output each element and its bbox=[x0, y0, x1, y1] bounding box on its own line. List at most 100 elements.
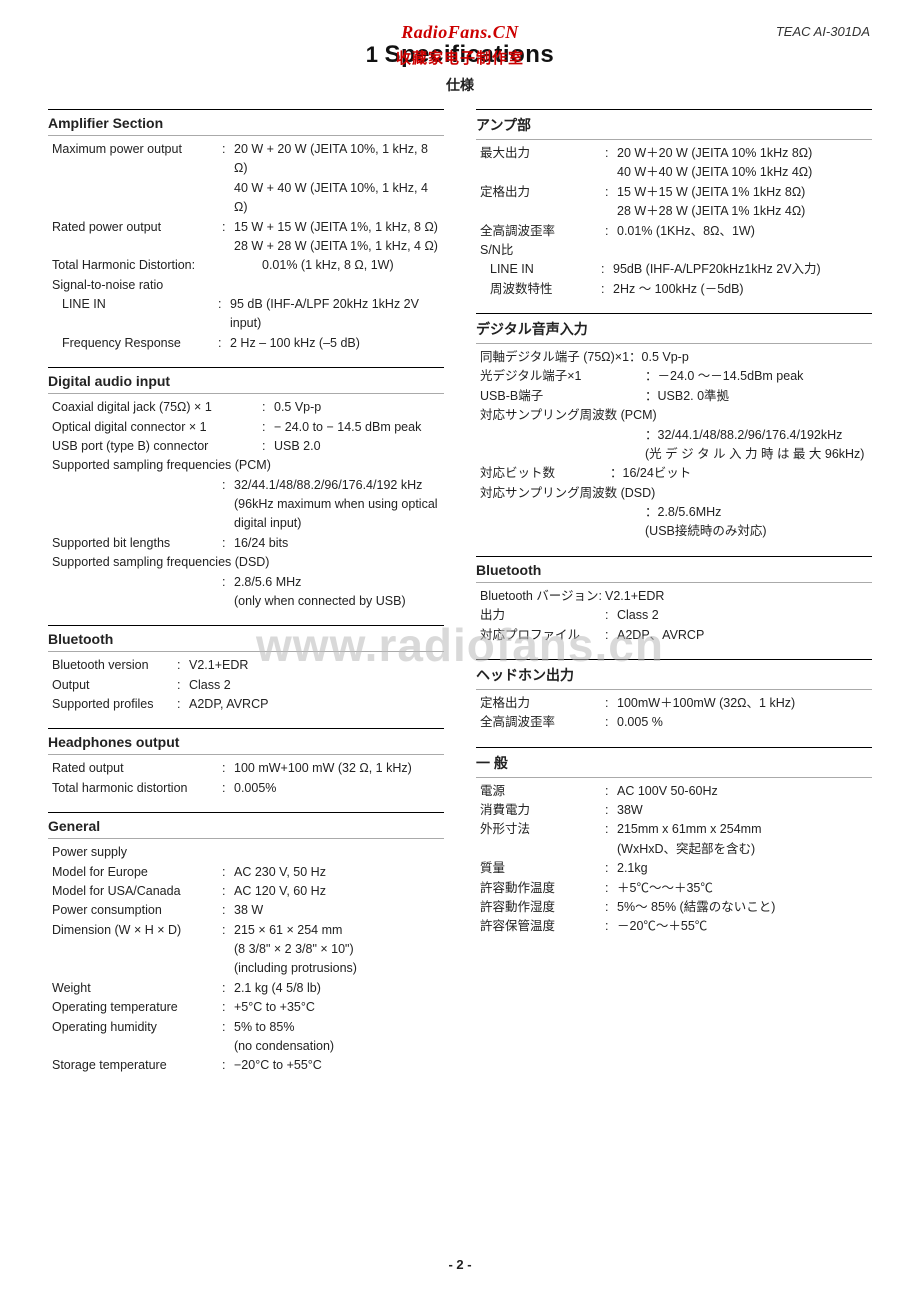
value: AC 230 V, 50 Hz bbox=[234, 863, 440, 882]
section-title: ヘッドホン出力 bbox=[476, 659, 872, 690]
section-general-jp: 一 般 電源:AC 100V 50-60Hz 消費電力:38W 外形寸法:215… bbox=[476, 747, 872, 937]
value: 15 W＋15 W (JEITA 1% 1kHz 8Ω) bbox=[617, 183, 868, 202]
title-overlay: 收藏家电子制作室 bbox=[396, 47, 524, 68]
page-footer: - 2 - bbox=[0, 1257, 920, 1272]
label: Total harmonic distortion bbox=[52, 779, 222, 798]
label: USB-B端子 bbox=[480, 387, 645, 406]
label: Supported bit lengths bbox=[52, 534, 222, 553]
label: S/N比 bbox=[480, 241, 513, 260]
section-title: Bluetooth bbox=[48, 625, 444, 652]
label: Optical digital connector × 1 bbox=[52, 418, 262, 437]
label: Rated output bbox=[52, 759, 222, 778]
left-column: Amplifier Section Maximum power output:2… bbox=[48, 109, 444, 1090]
section-bluetooth: Bluetooth Bluetooth version:V2.1+EDR Out… bbox=[48, 625, 444, 714]
value: 2.1 kg (4 5/8 lb) bbox=[234, 979, 440, 998]
section-title: Bluetooth bbox=[476, 556, 872, 583]
value: AC 100V 50-60Hz bbox=[617, 782, 868, 801]
label: Coaxial digital jack (75Ω) × 1 bbox=[52, 398, 262, 417]
label: LINE IN bbox=[490, 260, 601, 279]
value: 0.005 % bbox=[617, 713, 868, 732]
section-title: Headphones output bbox=[48, 728, 444, 755]
value: (96kHz maximum when using optical bbox=[48, 495, 444, 514]
title-row: 1Specifications 收藏家电子制作室 bbox=[0, 41, 920, 71]
value: 38W bbox=[617, 801, 868, 820]
label: Signal-to-noise ratio bbox=[52, 276, 222, 295]
section-title: General bbox=[48, 812, 444, 839]
value: ：2.8/5.6MHz bbox=[645, 503, 868, 522]
section-amplifier: Amplifier Section Maximum power output:2… bbox=[48, 109, 444, 353]
label: 電源 bbox=[480, 782, 605, 801]
label: Model for USA/Canada bbox=[52, 882, 222, 901]
label: Bluetooth version bbox=[52, 656, 177, 675]
label: 許容動作温度 bbox=[480, 879, 605, 898]
value: 0.5 Vp-p bbox=[274, 398, 440, 417]
section-title: 一 般 bbox=[476, 747, 872, 778]
value: (WxHxD、突起部を含む) bbox=[476, 840, 872, 859]
label: 対応サンプリング周波数 (PCM) bbox=[480, 406, 657, 425]
model-label: TEAC AI-301DA bbox=[776, 24, 870, 39]
label: Supported sampling frequencies (DSD) bbox=[52, 553, 269, 572]
label: Power supply bbox=[52, 843, 127, 862]
label: 許容保管温度 bbox=[480, 917, 605, 936]
label: Weight bbox=[52, 979, 222, 998]
label: Dimension (W × H × D) bbox=[52, 921, 222, 940]
label: LINE IN bbox=[62, 295, 218, 334]
label: Storage temperature bbox=[52, 1056, 222, 1075]
value: 20 W + 20 W (JEITA 10%, 1 kHz, 8 Ω) bbox=[234, 140, 440, 179]
label: 外形寸法 bbox=[480, 820, 605, 839]
subtitle: 仕様 bbox=[0, 75, 920, 95]
section-digital-jp: デジタル音声入力 同軸デジタル端子 (75Ω)×1：0.5 Vp-p 光デジタル… bbox=[476, 313, 872, 542]
section-bluetooth-jp: Bluetooth Bluetooth バージョン:V2.1+EDR 出力:Cl… bbox=[476, 556, 872, 645]
value: 40 W＋40 W (JEITA 10% 1kHz 4Ω) bbox=[476, 163, 872, 182]
section-title: アンプ部 bbox=[476, 109, 872, 140]
value: 100mW＋100mW (32Ω、1 kHz) bbox=[617, 694, 868, 713]
label: 対応ビット数 bbox=[480, 464, 610, 483]
value: V2.1+EDR bbox=[605, 587, 868, 606]
value: ：32/44.1/48/88.2/96/176.4/192kHz bbox=[645, 426, 868, 445]
value: (only when connected by USB) bbox=[48, 592, 444, 611]
label: Rated power output bbox=[52, 218, 222, 237]
value: A2DP、AVRCP bbox=[617, 626, 868, 645]
value: 15 W + 15 W (JEITA 1%, 1 kHz, 8 Ω) bbox=[234, 218, 440, 237]
value: ：USB2. 0準拠 bbox=[645, 387, 868, 406]
value: 38 W bbox=[234, 901, 440, 920]
label: Supported sampling frequencies (PCM) bbox=[52, 456, 271, 475]
value: 2.1kg bbox=[617, 859, 868, 878]
value: 5%～ 85% (結露のないこと) bbox=[617, 898, 868, 917]
label: 許容動作湿度 bbox=[480, 898, 605, 917]
section-digital: Digital audio input Coaxial digital jack… bbox=[48, 367, 444, 611]
section-headphones-jp: ヘッドホン出力 定格出力:100mW＋100mW (32Ω、1 kHz) 全高調… bbox=[476, 659, 872, 733]
value: (including protrusions) bbox=[48, 959, 444, 978]
right-column: アンプ部 最大出力:20 W＋20 W (JEITA 10% 1kHz 8Ω) … bbox=[476, 109, 872, 1090]
value: − 24.0 to − 14.5 dBm peak bbox=[274, 418, 440, 437]
label: Bluetooth バージョン: bbox=[480, 587, 605, 606]
value: －20℃～＋55℃ bbox=[617, 917, 868, 936]
value: digital input) bbox=[48, 514, 444, 533]
value: 0.01% (1KHz、8Ω、1W) bbox=[617, 222, 868, 241]
label: Maximum power output bbox=[52, 140, 222, 179]
label: Supported profiles bbox=[52, 695, 177, 714]
value: 215 × 61 × 254 mm bbox=[234, 921, 440, 940]
label: 全高調波歪率 bbox=[480, 713, 605, 732]
label: 質量 bbox=[480, 859, 605, 878]
value: 16/24 bits bbox=[234, 534, 440, 553]
value: (USB接続時のみ対応) bbox=[645, 522, 868, 541]
value: (8 3/8" × 2 3/8" × 10") bbox=[48, 940, 444, 959]
label: 定格出力 bbox=[480, 694, 605, 713]
label: Frequency Response bbox=[62, 334, 218, 353]
value: 95 dB (IHF-A/LPF 20kHz 1kHz 2V input) bbox=[230, 295, 440, 334]
label: Output bbox=[52, 676, 177, 695]
value: V2.1+EDR bbox=[189, 656, 440, 675]
value: USB 2.0 bbox=[274, 437, 440, 456]
value: 95dB (IHF-A/LPF20kHz1kHz 2V入力) bbox=[613, 260, 868, 279]
page-header: TEAC AI-301DA RadioFans.CN 1Specificatio… bbox=[0, 0, 920, 95]
section-title: デジタル音声入力 bbox=[476, 313, 872, 344]
label: 光デジタル端子×1 bbox=[480, 367, 645, 386]
value: 40 W + 40 W (JEITA 10%, 1 kHz, 4 Ω) bbox=[48, 179, 444, 218]
value: (光 デ ジ タ ル 入 力 時 は 最 大 96kHz) bbox=[645, 445, 868, 464]
label: Model for Europe bbox=[52, 863, 222, 882]
value: ：16/24ビット bbox=[610, 464, 868, 483]
value: 0.005% bbox=[234, 779, 440, 798]
value: +5°C to +35°C bbox=[234, 998, 440, 1017]
label: Power consumption bbox=[52, 901, 222, 920]
